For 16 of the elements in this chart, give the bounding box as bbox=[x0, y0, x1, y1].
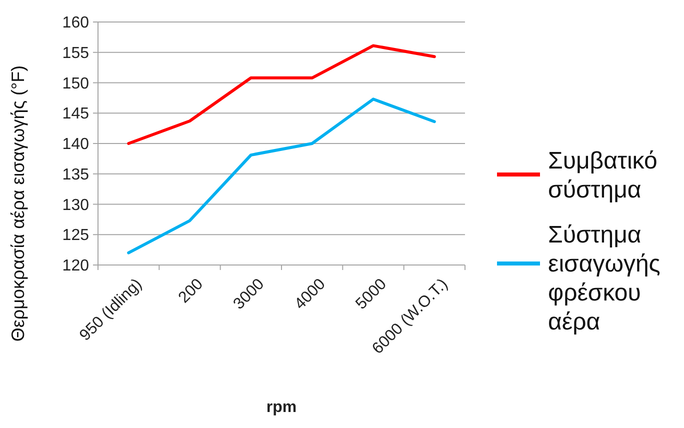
y-axis-title: Θερμοκρασία αέρα εισαγωγής (°F) bbox=[8, 65, 28, 342]
x-tick-label: 200 bbox=[176, 276, 207, 307]
y-tick-label: 140 bbox=[62, 136, 90, 154]
y-tick-label: 145 bbox=[62, 106, 90, 123]
legend-label: Σύστημα εισαγωγής φρέσκου αέρα bbox=[548, 221, 660, 336]
y-tick-label: 125 bbox=[62, 227, 90, 244]
line-series bbox=[127, 44, 436, 145]
x-axis-title: rpm bbox=[266, 399, 297, 416]
legend-label: Συμβατικό σύστημα bbox=[548, 147, 658, 204]
y-tick-label: 135 bbox=[62, 166, 90, 184]
y-tick-label: 160 bbox=[62, 14, 90, 32]
line-series bbox=[127, 98, 436, 254]
y-tick-label: 155 bbox=[62, 44, 90, 62]
y-tick-label: 120 bbox=[62, 258, 90, 275]
y-tick-label: 130 bbox=[62, 196, 90, 214]
y-tick-label: 150 bbox=[62, 75, 90, 92]
